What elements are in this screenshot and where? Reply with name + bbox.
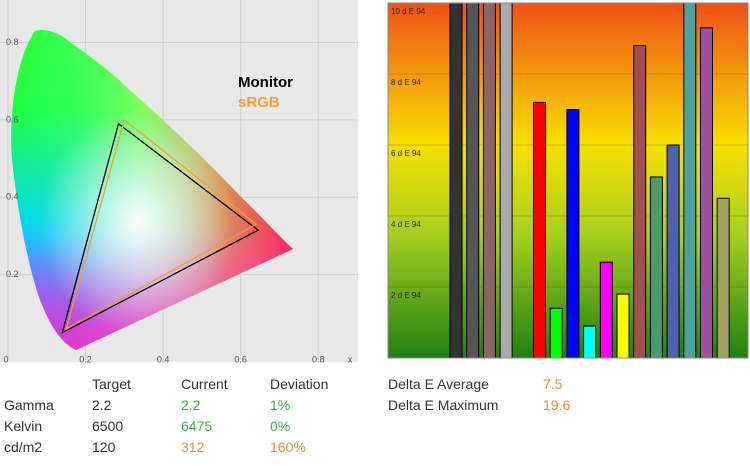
y-tick-label: 2 d E 94 [391, 291, 421, 300]
table-cell: Target [92, 376, 131, 392]
table-cell: Kelvin [4, 418, 43, 434]
spectral-locus [11, 30, 293, 351]
table-cell: 6475 [181, 418, 213, 434]
table-cell: 1% [270, 397, 291, 413]
y-tick-label: 8 d E 94 [391, 78, 421, 87]
bar [666, 144, 680, 358]
x-tick-label: 0.6 [234, 354, 247, 364]
bar [599, 261, 613, 358]
y-tick-label: 0.2 [6, 269, 19, 279]
y-tick-label: 0.4 [6, 192, 19, 202]
table-cell: 120 [92, 439, 116, 455]
table-cell: 312 [181, 439, 205, 455]
x-tick-label: 0 [3, 354, 8, 364]
bar [549, 307, 563, 358]
table-cell: 2.2 [181, 397, 201, 413]
table-cell: cd/m2 [4, 439, 43, 455]
table-cell: 19.6 [543, 397, 571, 413]
y-tick-label: 0.6 [6, 114, 19, 124]
legend-entry: sRGB [238, 94, 280, 111]
x-tick-label: 0.2 [79, 354, 92, 364]
table-cell: Delta E Maximum [388, 397, 499, 413]
bar [616, 293, 630, 358]
table-cell: 2.2 [92, 397, 112, 413]
bar [700, 27, 713, 358]
table-cell: 160% [270, 439, 306, 455]
table-cell: Deviation [270, 376, 329, 392]
charts: 0 0.2 0.4 0.6 0.8 0.2 0.4 0.6 0.8 x Monitor sRGB 2 … [0, 0, 749, 364]
bar [533, 101, 546, 358]
bar [482, 3, 496, 358]
bar [633, 45, 647, 358]
table-cell: Gamma [4, 397, 54, 413]
bar [649, 176, 663, 358]
bar [566, 109, 580, 358]
bar [583, 325, 597, 358]
table-cell: 7.5 [543, 376, 563, 392]
bar-plot-frame [387, 2, 749, 359]
legend-entry: Monitor [238, 74, 293, 91]
table-cell: 6500 [92, 418, 124, 434]
y-tick-label: 0.8 [6, 37, 19, 47]
gamut-triangle [61, 122, 260, 334]
x-axis-label: x [348, 354, 353, 364]
bar [466, 3, 480, 358]
y-tick-label: 4 d E 94 [391, 220, 421, 229]
table-cell: 0% [270, 418, 291, 434]
table-cell: Current [181, 376, 228, 392]
x-tick-label: 0.4 [157, 354, 170, 364]
x-tick-label: 0.8 [312, 354, 325, 364]
table-cell: Delta E Average [388, 376, 489, 392]
y-tick-label: 6 d E 94 [391, 149, 421, 158]
y-tick-label: 10 d E 94 [391, 7, 426, 16]
bar [499, 3, 513, 358]
bar [449, 3, 463, 358]
bar [683, 3, 697, 358]
bar [716, 197, 730, 358]
gamut-triangle [65, 118, 258, 331]
